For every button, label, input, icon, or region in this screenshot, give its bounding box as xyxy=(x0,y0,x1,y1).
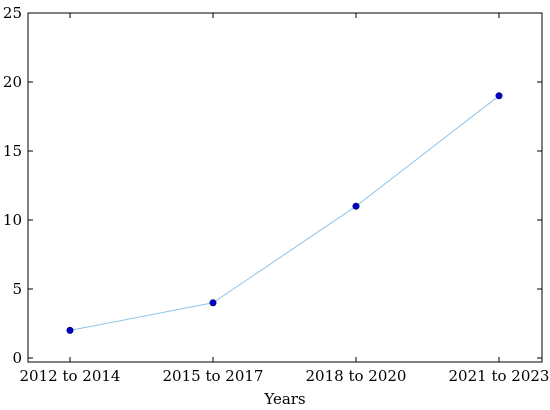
series-line xyxy=(69,95,500,331)
x-tick-label: 2012 to 2014 xyxy=(20,367,121,385)
y-tick-label: 0 xyxy=(12,349,22,367)
x-tick-label: 2015 to 2017 xyxy=(163,367,264,385)
y-tick-label: 25 xyxy=(3,4,22,22)
plot-frame xyxy=(27,12,543,363)
y-tick-label: 15 xyxy=(3,142,22,160)
data-point xyxy=(209,299,217,307)
y-tick-label: 20 xyxy=(3,73,22,91)
data-point xyxy=(495,92,503,100)
axis-ticks: 0 5 10 15 20 25 2012 to 2014 2015 to 2017 2018 t… xyxy=(3,4,550,385)
series-layer xyxy=(66,92,503,334)
data-point xyxy=(66,326,74,334)
x-tick-label: 2021 to 2023 xyxy=(449,367,550,385)
data-point xyxy=(352,202,360,210)
y-tick-label: 5 xyxy=(12,280,22,298)
y-tick-label: 10 xyxy=(3,211,22,229)
x-axis-title: Years xyxy=(263,390,305,408)
x-tick-label: 2018 to 2020 xyxy=(306,367,407,385)
